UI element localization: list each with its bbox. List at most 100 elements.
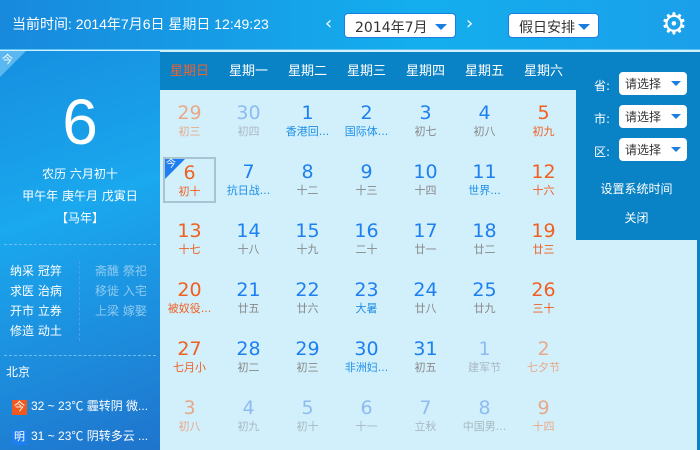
calendar-day-today[interactable]: 今 6 初十 xyxy=(163,157,216,203)
calendar-day[interactable]: 14 十八 xyxy=(219,208,278,267)
calendar-day[interactable]: 19 廿三 xyxy=(514,208,573,267)
lunar-label: 七月小 xyxy=(173,361,206,374)
lunar-label: 廿三 xyxy=(532,243,555,256)
calendar-day[interactable]: 18 廿二 xyxy=(455,208,514,267)
today-flag-text: 今 xyxy=(166,159,176,170)
calendar-day[interactable]: 3 初七 xyxy=(396,90,455,149)
gear-icon[interactable]: ⚙ xyxy=(660,7,688,42)
today-badge-text: 今 xyxy=(2,53,13,66)
city-value: 请选择 xyxy=(625,110,662,124)
lunar-label: 被奴役... xyxy=(167,302,212,315)
calendar-day[interactable]: 8 中国男... xyxy=(455,385,514,444)
day-number: 25 xyxy=(472,279,497,301)
weather-today[interactable]: 今 32 ~ 23℃ 霾转阴 微... xyxy=(12,397,148,415)
calendar-day[interactable]: 28 初二 xyxy=(219,326,278,385)
close-link[interactable]: 关闭 xyxy=(624,211,649,225)
calendar-day[interactable]: 7 抗日战... xyxy=(219,149,278,208)
weekday-label: 星期一 xyxy=(228,64,268,79)
lunar-label: 十六 xyxy=(532,184,555,197)
district-value: 请选择 xyxy=(625,143,662,157)
lunar-label: 廿二 xyxy=(473,243,496,256)
calendar-day[interactable]: 25 廿九 xyxy=(455,267,514,326)
calendar-day[interactable]: 22 廿六 xyxy=(278,267,337,326)
calendar-day[interactable]: 29 初三 xyxy=(160,90,219,149)
lunar-label: 初八 xyxy=(473,125,496,138)
calendar-day[interactable]: 3 初八 xyxy=(160,385,219,444)
day-number: 31 xyxy=(413,338,438,360)
calendar-day[interactable]: 30 非洲妇... xyxy=(337,326,396,385)
calendar-day[interactable]: 30 初四 xyxy=(219,90,278,149)
calendar-day[interactable]: 15 十九 xyxy=(278,208,337,267)
day-detail-panel: 今 6 农历 六月初十 甲午年 庚午月 戊寅日 【马年】 纳采 冠笄 求医 治病开… xyxy=(0,51,160,450)
city-select[interactable]: 请选择 xyxy=(619,105,687,128)
yi-item: 开市 立券 xyxy=(10,304,62,318)
calendar-day[interactable]: 17 廿一 xyxy=(396,208,455,267)
lunar-label: 七夕节 xyxy=(527,361,560,374)
calendar-day[interactable]: 13 十七 xyxy=(160,208,219,267)
day-number: 15 xyxy=(295,220,320,242)
calendar-day[interactable]: 9 十三 xyxy=(337,149,396,208)
calendar-day[interactable]: 29 初三 xyxy=(278,326,337,385)
lunar-label: 国际体... xyxy=(344,125,389,138)
lunar-label: 十三 xyxy=(355,184,378,197)
calendar-day[interactable]: 31 初五 xyxy=(396,326,455,385)
prev-month-button[interactable]: ‹ xyxy=(325,13,333,34)
weather-tomorrow[interactable]: 明 31 ~ 23℃ 阴转多云 ... xyxy=(12,427,148,445)
day-number: 28 xyxy=(236,338,261,360)
day-number: 21 xyxy=(236,279,261,301)
calendar-day[interactable]: 7 立秋 xyxy=(396,385,455,444)
holiday-select[interactable]: 假日安排 xyxy=(508,13,599,38)
lunar-label: 廿八 xyxy=(414,302,437,315)
calendar-day[interactable]: 1 建军节 xyxy=(455,326,514,385)
calendar-day[interactable]: 23 大暑 xyxy=(337,267,396,326)
next-month-button[interactable]: › xyxy=(466,13,474,34)
calendar-day[interactable]: 6 十一 xyxy=(337,385,396,444)
weekday-header: 星期日 星期一 星期二 星期三 星期四 星期五 星期六 xyxy=(160,52,576,90)
lunar-label: 十九 xyxy=(296,243,319,256)
calendar-day[interactable]: 27 七月小 xyxy=(160,326,219,385)
calendar-day[interactable]: 4 初八 xyxy=(455,90,514,149)
yi-item: 纳采 冠笄 xyxy=(10,264,62,278)
month-select[interactable]: 2014年7月 xyxy=(344,13,456,38)
calendar-day[interactable]: 2 国际体... xyxy=(337,90,396,149)
calendar-day[interactable]: 9 十四 xyxy=(514,385,573,444)
right-border xyxy=(697,52,700,450)
calendar-day[interactable]: 26 三十 xyxy=(514,267,573,326)
calendar-day[interactable]: 8 十二 xyxy=(278,149,337,208)
province-select[interactable]: 请选择 xyxy=(619,72,687,95)
day-number: 23 xyxy=(354,279,379,301)
ganzhi-date: 甲午年 庚午月 戊寅日 xyxy=(22,189,138,203)
calendar-day[interactable]: 5 初九 xyxy=(514,90,573,149)
calendar-day[interactable]: 16 二十 xyxy=(337,208,396,267)
lunar-label: 初五 xyxy=(414,361,437,374)
weather-city[interactable]: 北京 xyxy=(6,365,31,379)
day-number: 8 xyxy=(301,161,314,183)
chevron-down-icon xyxy=(671,147,681,152)
calendar-day[interactable]: 21 廿五 xyxy=(219,267,278,326)
day-number: 5 xyxy=(537,102,550,124)
calendar-day[interactable]: 20 被奴役... xyxy=(160,267,219,326)
weekday-label: 星期六 xyxy=(523,64,563,79)
calendar-day[interactable]: 1 香港回... xyxy=(278,90,337,149)
province-value: 请选择 xyxy=(625,77,662,91)
calendar-day[interactable]: 2 七夕节 xyxy=(514,326,573,385)
calendar-day[interactable]: 11 世界... xyxy=(455,149,514,208)
calendar-day[interactable]: 4 初九 xyxy=(219,385,278,444)
lunar-label: 建军节 xyxy=(468,361,501,374)
month-select-value: 2014年7月 xyxy=(355,20,428,36)
district-select[interactable]: 请选择 xyxy=(619,138,687,161)
calendar-day[interactable]: 5 初十 xyxy=(278,385,337,444)
calendar-day[interactable]: 10 十四 xyxy=(396,149,455,208)
set-system-time-link[interactable]: 设置系统时间 xyxy=(600,182,673,196)
weekday-label: 星期日 xyxy=(169,64,209,79)
lunar-label: 廿六 xyxy=(296,302,319,315)
day-number: 2 xyxy=(537,338,550,360)
calendar-day[interactable]: 12 十六 xyxy=(514,149,573,208)
day-number: 13 xyxy=(177,220,202,242)
day-number: 30 xyxy=(354,338,379,360)
calendar-day[interactable]: 24 廿八 xyxy=(396,267,455,326)
lunar-label: 非洲妇... xyxy=(344,361,389,374)
weekday-label: 星期五 xyxy=(464,64,504,79)
day-number: 11 xyxy=(472,161,497,183)
ji-list: 斋醮 祭祀 移徙 入宅 上梁 嫁娶 xyxy=(95,261,147,321)
